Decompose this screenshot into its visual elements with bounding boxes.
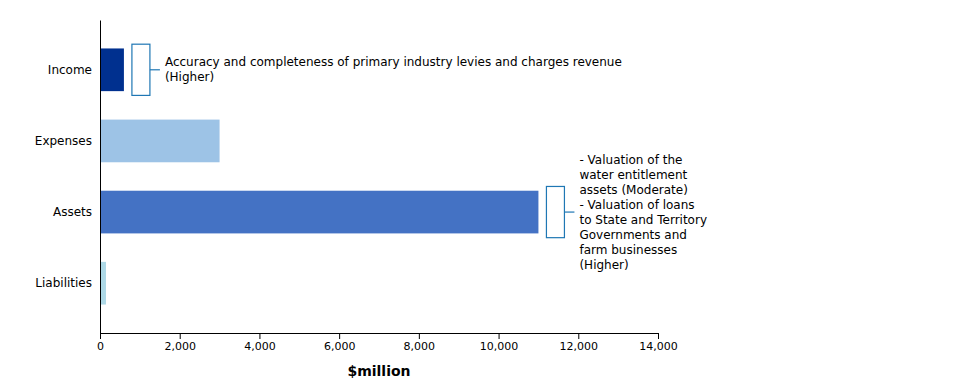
x-tick: 14,000 <box>639 333 678 353</box>
x-tick-label: 2,000 <box>164 340 196 353</box>
bar <box>100 191 538 234</box>
y-tick: Income <box>48 63 100 77</box>
annotation-line: - Valuation of loans <box>579 198 694 212</box>
x-tick: 4,000 <box>244 333 276 353</box>
bar <box>100 48 124 91</box>
y-tick: Expenses <box>35 134 100 148</box>
x-tick-mark <box>658 333 659 339</box>
x-tick-label: 0 <box>97 340 104 353</box>
x-tick: 10,000 <box>480 333 518 353</box>
y-tick: Assets <box>53 205 100 219</box>
x-tick-label: 14,000 <box>639 340 678 353</box>
bar <box>100 120 220 163</box>
x-tick-mark <box>100 333 101 339</box>
x-tick: 6,000 <box>324 333 356 353</box>
bracket <box>546 186 574 237</box>
bracket-box <box>546 186 564 237</box>
annotation: Accuracy and completeness of primary ind… <box>165 55 622 84</box>
annotation-line: water entitlement <box>579 168 687 182</box>
annotation-line: farm businesses <box>579 243 677 257</box>
chart: 0 2,000 4,000 6,000 8,000 10,000 12,000 14,000 L… <box>0 0 958 388</box>
annotation-line: Accuracy and completeness of primary ind… <box>165 55 622 69</box>
annotation: - Valuation of thewater entitlementasset… <box>579 153 707 272</box>
x-axis: 0 2,000 4,000 6,000 8,000 10,000 12,000 14,000 <box>97 333 678 353</box>
x-tick: 12,000 <box>560 333 599 353</box>
x-tick-label: 6,000 <box>324 340 356 353</box>
x-tick: 0 <box>97 333 104 353</box>
y-tick-label: Liabilities <box>35 276 92 290</box>
bracket-connector <box>564 211 574 212</box>
x-tick: 2,000 <box>164 333 196 353</box>
x-tick-label: 4,000 <box>244 340 276 353</box>
bars <box>100 48 538 304</box>
x-tick: 8,000 <box>404 333 436 353</box>
x-tick-mark <box>259 333 260 339</box>
annotation-line: (Higher) <box>165 70 214 84</box>
y-axis-line <box>100 21 101 334</box>
x-axis-title: $million <box>347 363 410 379</box>
x-tick-mark <box>419 333 420 339</box>
annotations: Accuracy and completeness of primary ind… <box>132 44 707 271</box>
y-axis: Liabilities Assets Expenses Income <box>35 21 101 334</box>
x-tick-label: 8,000 <box>404 340 436 353</box>
annotation-line: - Valuation of the <box>579 153 682 167</box>
bracket-box <box>132 44 150 95</box>
x-tick-mark <box>339 333 340 339</box>
y-tick-label: Income <box>48 63 92 77</box>
x-tick-mark <box>578 333 579 339</box>
annotation-line: to State and Territory <box>579 213 707 227</box>
y-tick-label: Expenses <box>35 134 92 148</box>
y-tick-label: Assets <box>53 205 92 219</box>
x-tick-label: 12,000 <box>560 340 599 353</box>
x-tick-mark <box>499 333 500 339</box>
x-axis-line <box>101 334 659 340</box>
bracket-connector <box>150 69 160 70</box>
annotation-line: (Higher) <box>579 258 628 272</box>
plot-area: 0 2,000 4,000 6,000 8,000 10,000 12,000 14,000 L… <box>35 21 707 353</box>
annotation-line: assets (Moderate) <box>579 183 687 197</box>
y-tick: Liabilities <box>35 276 100 290</box>
x-tick-mark <box>180 333 181 339</box>
bracket <box>132 44 160 95</box>
annotation-line: Governments and <box>579 228 686 242</box>
x-tick-label: 10,000 <box>480 340 518 353</box>
